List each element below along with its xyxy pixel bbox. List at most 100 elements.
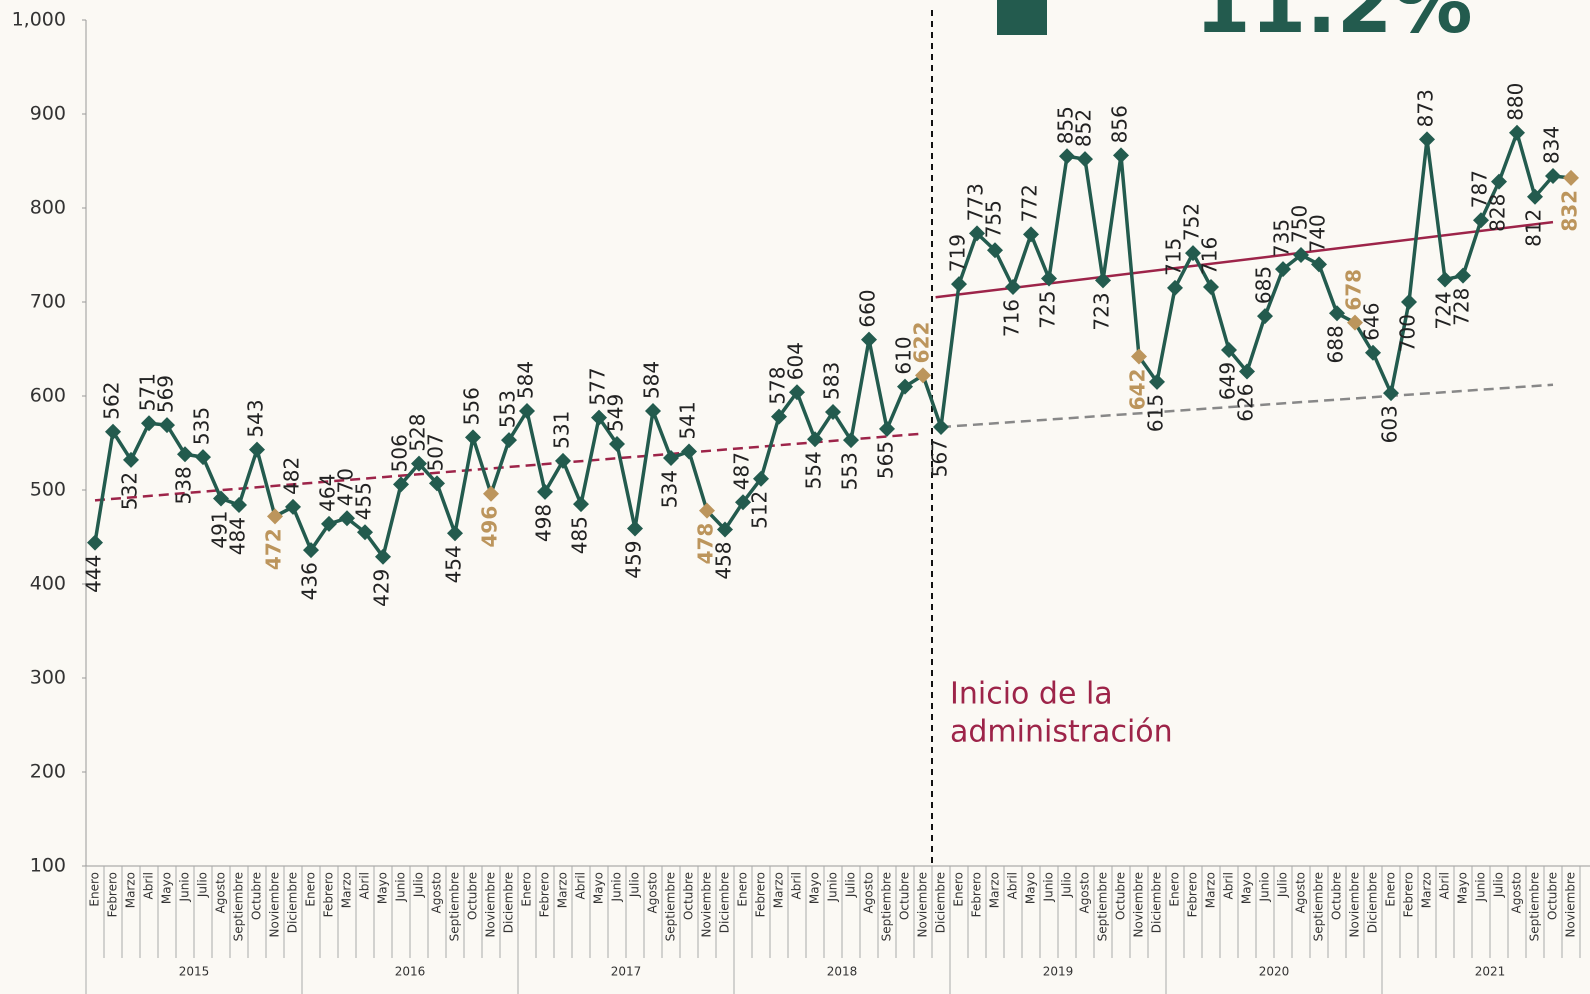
- data-label: 626: [1234, 384, 1258, 422]
- x-tick-label: Junio: [178, 872, 192, 902]
- data-label: 685: [1252, 266, 1276, 304]
- data-label: 646: [1360, 303, 1384, 341]
- x-tick-label: Abril: [358, 872, 372, 899]
- x-tick-label: Junio: [1042, 872, 1056, 902]
- x-tick-label: Marzo: [340, 872, 354, 908]
- data-label: 584: [640, 361, 664, 399]
- data-label: 642: [1126, 369, 1150, 411]
- data-point: [1311, 256, 1327, 273]
- data-label: 787: [1468, 170, 1492, 208]
- data-point: [1527, 188, 1543, 205]
- data-point: [1203, 278, 1219, 295]
- data-label: 549: [604, 394, 628, 432]
- data-point: [267, 508, 283, 525]
- data-label: 535: [190, 407, 214, 445]
- data-label: 855: [1054, 106, 1078, 144]
- data-label: 454: [442, 545, 466, 583]
- x-tick-label: Julio: [1060, 872, 1074, 898]
- data-point: [1455, 267, 1471, 284]
- x-tick-label: Diciembre: [718, 872, 732, 933]
- data-point: [987, 242, 1003, 259]
- year-label: 2019: [1043, 965, 1074, 979]
- data-point: [519, 403, 535, 420]
- x-tick-label: Mayo: [592, 872, 606, 904]
- data-label: 532: [118, 472, 142, 510]
- data-label: 725: [1036, 291, 1060, 329]
- y-tick-label: 200: [30, 761, 66, 783]
- headline: 11.2%: [1195, 0, 1473, 51]
- data-label: 700: [1396, 314, 1420, 352]
- data-label: 723: [1090, 292, 1114, 330]
- trend-line: [940, 383, 1554, 429]
- data-point: [1005, 278, 1021, 295]
- data-label: 470: [334, 468, 358, 506]
- x-tick-label: Marzo: [556, 872, 570, 908]
- data-label: 482: [280, 457, 304, 495]
- x-tick-label: Febrero: [754, 872, 768, 917]
- x-tick-label: Enero: [736, 872, 750, 907]
- data-label: 873: [1414, 89, 1438, 127]
- x-tick-label: Julio: [1276, 872, 1290, 898]
- data-label: 688: [1324, 325, 1348, 363]
- x-tick-label: Enero: [520, 872, 534, 907]
- x-tick-label: Mayo: [1024, 872, 1038, 904]
- data-label: 498: [532, 504, 556, 542]
- data-point: [1131, 348, 1147, 365]
- data-point: [465, 429, 481, 446]
- data-label: 534: [658, 470, 682, 508]
- x-tick-label: Marzo: [772, 872, 786, 908]
- data-label: 565: [874, 441, 898, 479]
- x-tick-label: Abril: [1222, 872, 1236, 899]
- x-tick-label: Abril: [574, 872, 588, 899]
- data-label: 728: [1450, 288, 1474, 326]
- x-tick-label: Agosto: [1294, 872, 1308, 913]
- data-point: [555, 452, 571, 469]
- data-point: [1509, 124, 1525, 141]
- x-tick-label: Octubre: [466, 872, 480, 920]
- x-tick-label: Noviembre: [484, 872, 498, 938]
- data-label: 880: [1504, 83, 1528, 121]
- x-tick-label: Octubre: [1114, 872, 1128, 920]
- data-point: [501, 432, 517, 449]
- data-point: [681, 443, 697, 460]
- data-point: [951, 276, 967, 293]
- annotation: administración: [950, 715, 1173, 750]
- data-point: [123, 451, 139, 468]
- x-tick-label: Junio: [394, 872, 408, 902]
- data-label: 538: [172, 466, 196, 504]
- data-point: [663, 450, 679, 467]
- data-label: 719: [946, 234, 970, 272]
- x-tick-label: Diciembre: [286, 872, 300, 933]
- data-point: [1437, 271, 1453, 288]
- data-point: [339, 510, 355, 527]
- x-tick-label: Diciembre: [502, 872, 516, 933]
- data-label: 512: [748, 491, 772, 529]
- y-tick-label: 700: [30, 291, 66, 313]
- data-point: [807, 431, 823, 448]
- x-tick-label: Agosto: [646, 872, 660, 913]
- x-tick-label: Septiembre: [1312, 872, 1326, 941]
- data-label: 444: [82, 555, 106, 593]
- x-tick-label: Diciembre: [934, 872, 948, 933]
- data-label: 496: [478, 506, 502, 548]
- data-point: [447, 525, 463, 542]
- x-tick-label: Junio: [1258, 872, 1272, 902]
- data-label: 578: [766, 366, 790, 404]
- y-tick-label: 1,000: [12, 9, 66, 31]
- data-point: [645, 403, 661, 420]
- x-tick-label: Noviembre: [916, 872, 930, 938]
- x-tick-label: Abril: [1438, 872, 1452, 899]
- x-tick-label: Julio: [844, 872, 858, 898]
- data-label: 812: [1522, 209, 1546, 247]
- x-tick-label: Agosto: [430, 872, 444, 913]
- data-label: 715: [1162, 238, 1186, 276]
- x-tick-label: Mayo: [160, 872, 174, 904]
- data-label: 541: [676, 401, 700, 439]
- x-tick-label: Octubre: [682, 872, 696, 920]
- year-label: 2018: [827, 965, 858, 979]
- x-tick-label: Agosto: [862, 872, 876, 913]
- data-label: 724: [1432, 291, 1456, 329]
- data-label: 772: [1018, 184, 1042, 222]
- data-label: 852: [1072, 109, 1096, 147]
- x-tick-label: Marzo: [124, 872, 138, 908]
